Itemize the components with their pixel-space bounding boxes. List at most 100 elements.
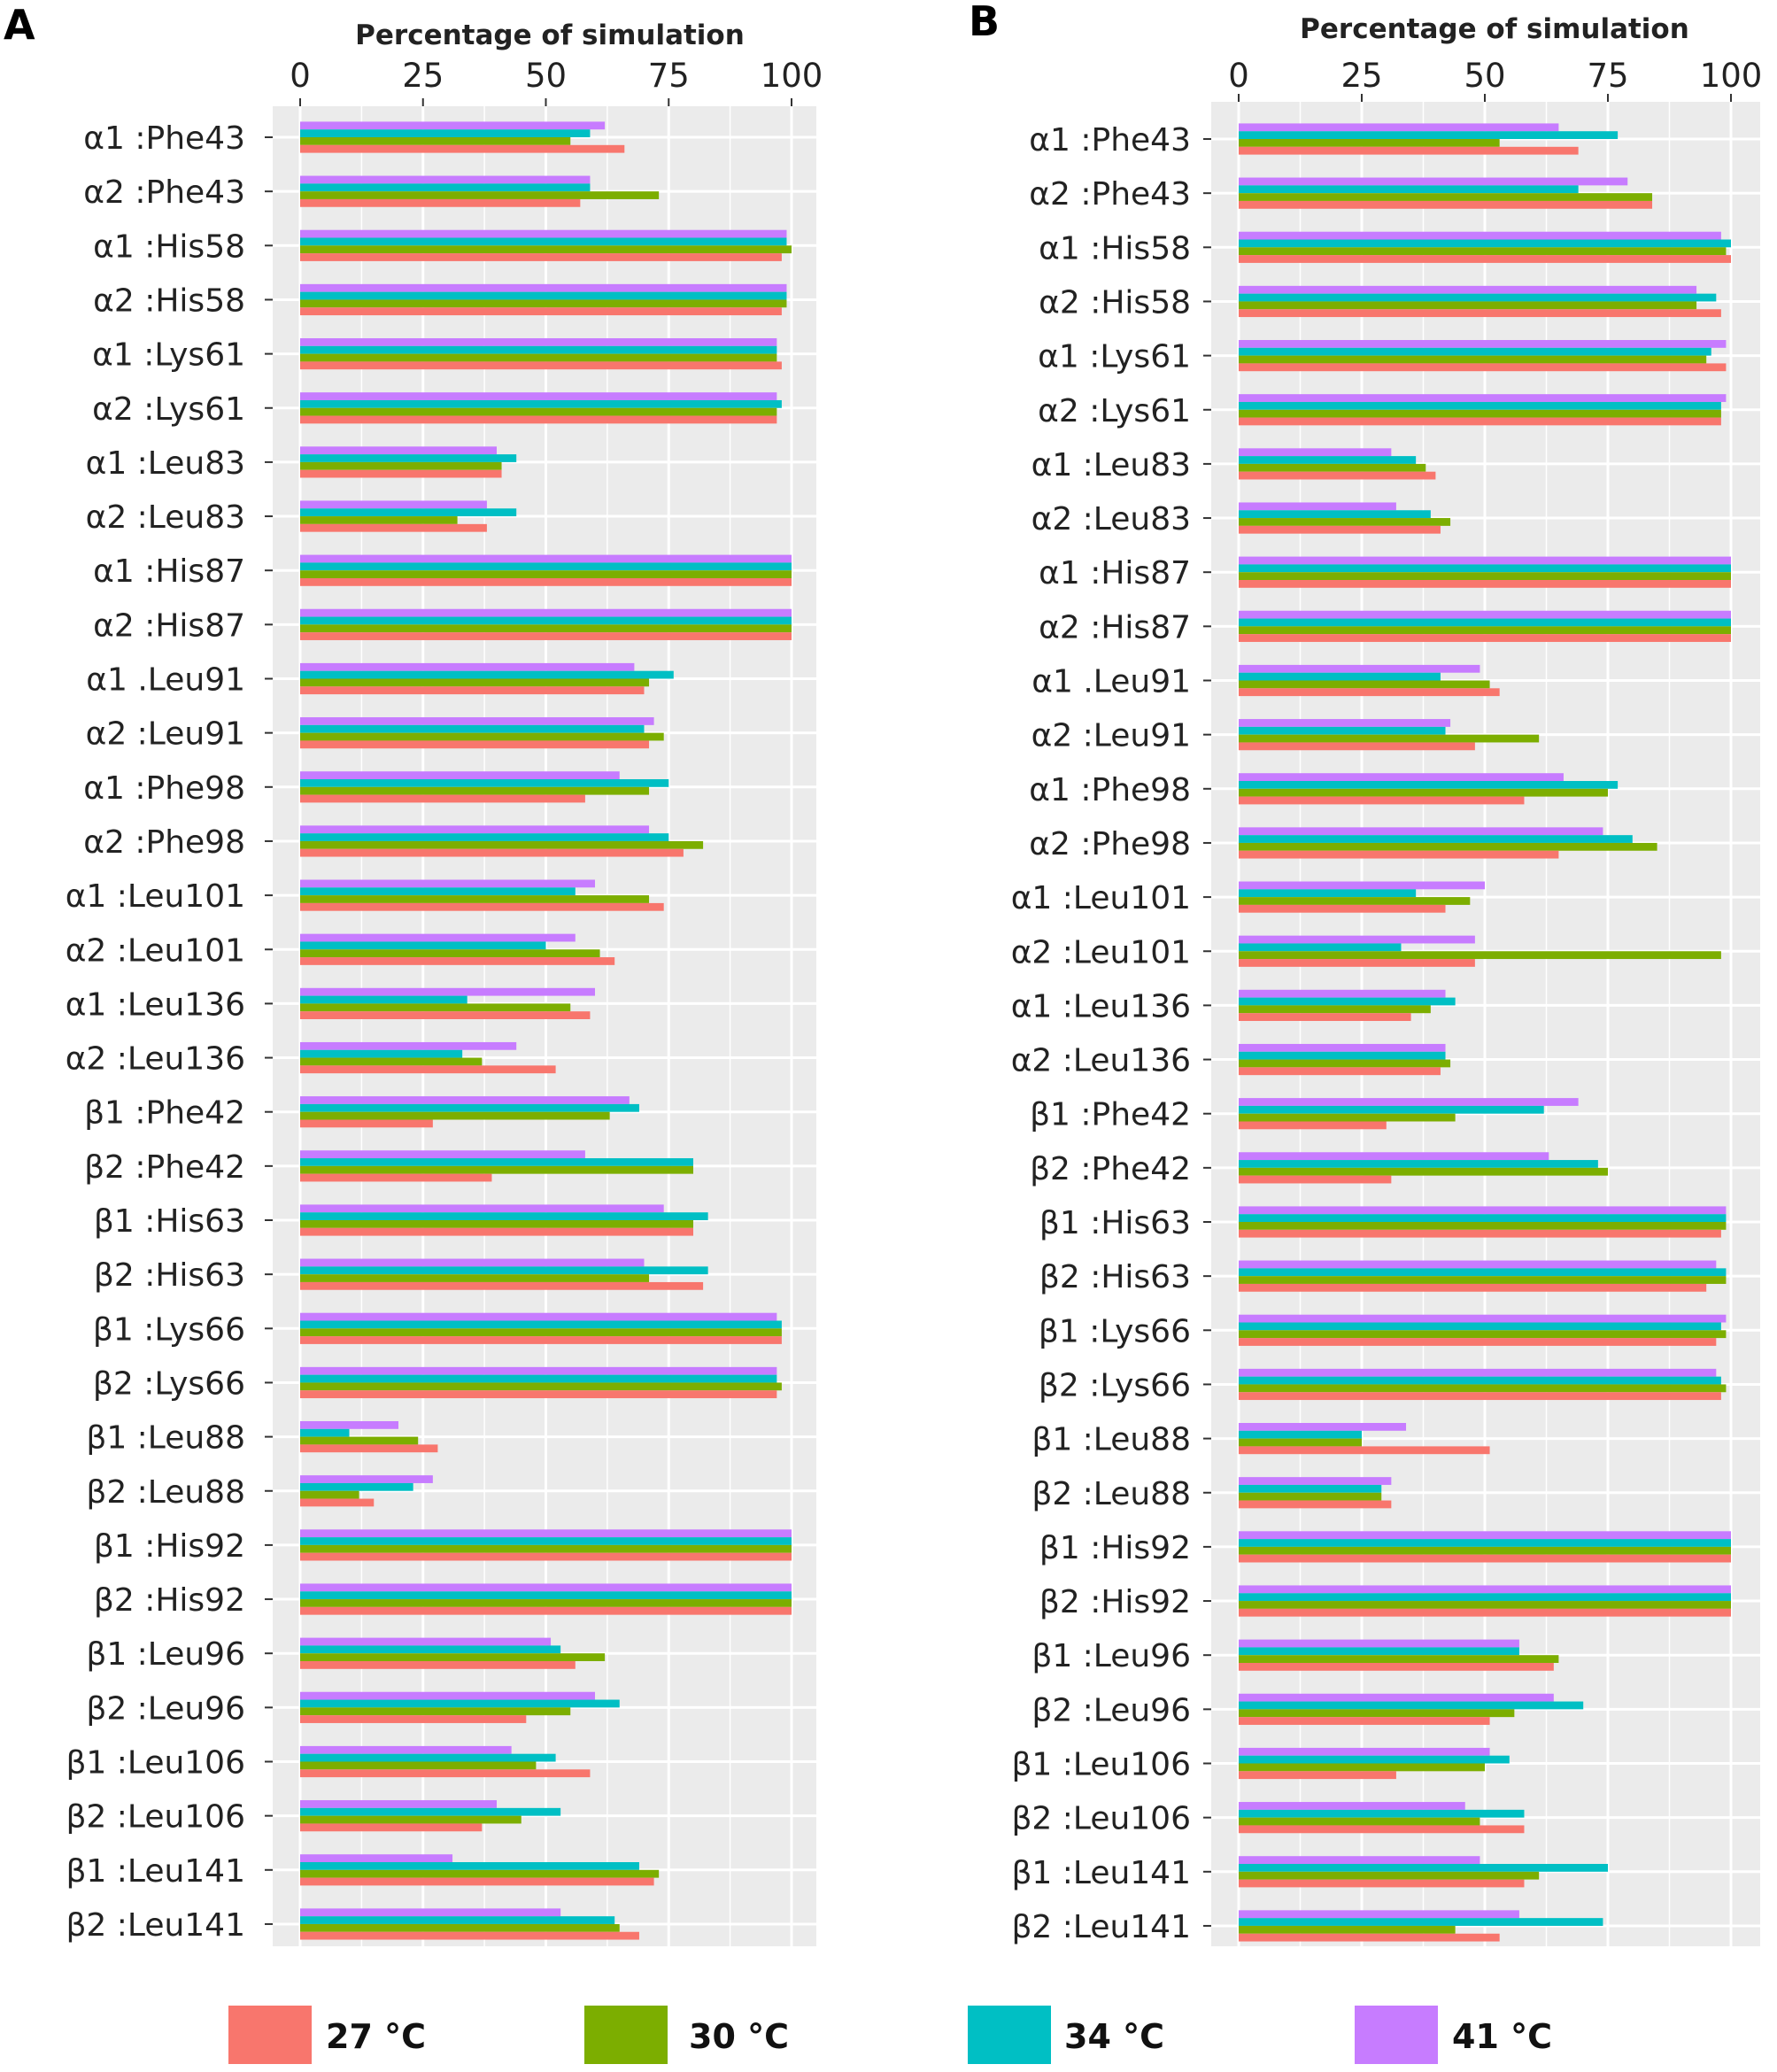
panel-a-bar-30C-31 (300, 1815, 522, 1824)
panel-b-x-tick-label: 25 (1340, 57, 1382, 95)
panel-a-category-label: α1 :His58 (93, 228, 245, 265)
panel-a-bar-30C-21 (300, 1274, 650, 1282)
panel-a-category-label: α1 :Leu83 (86, 445, 245, 482)
panel-a-bar-30C-22 (300, 1328, 782, 1337)
panel-b-bar-34C-5 (1239, 401, 1721, 410)
panel-b-bar-27C-2 (1239, 255, 1731, 263)
panel-b-x-tick-label: 75 (1587, 57, 1628, 95)
panel-a-bar-27C-5 (300, 415, 777, 424)
panel-b-bar-30C-13 (1239, 842, 1657, 851)
panel-a-bar-30C-20 (300, 1220, 693, 1228)
panel-a-category-label: α2 :Leu136 (66, 1041, 245, 1078)
panel-a-bar-30C-1 (300, 191, 660, 199)
panel-b-bar-34C-15 (1239, 943, 1402, 952)
panel-a-bar-27C-22 (300, 1336, 782, 1344)
panel-b-bar-30C-14 (1239, 897, 1471, 905)
panel-b-bar-34C-33 (1239, 1918, 1603, 1926)
panel-a-bar-41C-17 (300, 1041, 517, 1050)
panel-b-bar-27C-18 (1239, 1121, 1387, 1130)
panel-a-bar-34C-12 (300, 779, 669, 787)
panel-a-bar-27C-2 (300, 253, 782, 261)
legend-swatch-27C (228, 2006, 312, 2064)
panel-b-bar-30C-18 (1239, 1113, 1456, 1122)
panel-a-bar-34C-13 (300, 833, 669, 841)
panel-b-bar-34C-16 (1239, 997, 1456, 1006)
panel-a-bar-30C-15 (300, 949, 600, 958)
panel-b-bar-27C-3 (1239, 309, 1721, 318)
panel-b-bar-34C-24 (1239, 1430, 1362, 1439)
panel-b-bar-27C-7 (1239, 525, 1441, 534)
panel-b-bar-30C-19 (1239, 1167, 1608, 1176)
panel-a-bar-27C-6 (300, 469, 502, 478)
panel-b-category-label: β1 :Leu141 (1011, 1855, 1191, 1891)
panel-a-bar-27C-26 (300, 1552, 792, 1561)
panel-a-bar-34C-31 (300, 1807, 561, 1816)
panel-a-bar-27C-28 (300, 1661, 576, 1669)
panel-a-bar-27C-0 (300, 144, 625, 153)
panel-b-category-label: β1 :His92 (1039, 1530, 1191, 1566)
panel-b-bar-34C-9 (1239, 618, 1731, 627)
panel-a-bar-30C-28 (300, 1653, 606, 1661)
panel-b-bar-34C-32 (1239, 1864, 1608, 1872)
panel-a-category-label: α1 :Lys61 (92, 337, 245, 374)
panel-a-bar-30C-18 (300, 1111, 610, 1120)
panel-b-category-label: β2 :His63 (1039, 1259, 1191, 1295)
panel-a-bar-30C-7 (300, 516, 458, 524)
panel-a-bar-30C-14 (300, 895, 650, 903)
panel-a-bar-30C-19 (300, 1165, 693, 1174)
panel-a-bar-34C-21 (300, 1266, 708, 1275)
panel-b-category-label: α1 .Leu91 (1031, 664, 1191, 700)
panel-b-bar-30C-6 (1239, 463, 1426, 472)
panel-a-bar-30C-30 (300, 1761, 537, 1770)
panel-a-category-label: α2 :Leu101 (66, 932, 245, 969)
panel-a-bar-34C-20 (300, 1212, 708, 1220)
panel-b-bar-34C-14 (1239, 889, 1417, 898)
panel-a-bar-34C-6 (300, 454, 517, 462)
panel-b-bar-30C-32 (1239, 1871, 1540, 1880)
panel-b-bar-30C-5 (1239, 409, 1721, 418)
panel-b-bar-27C-8 (1239, 580, 1731, 588)
panel-b-bar-30C-2 (1239, 247, 1727, 256)
panel-b-category-label: α2 :Leu91 (1031, 718, 1191, 754)
panel-b-category-label: α1 :Leu136 (1011, 988, 1191, 1024)
panel-b-x-tick-label: 50 (1464, 57, 1505, 95)
panel-a-bar-30C-5 (300, 407, 777, 416)
panel-a-bar-30C-33 (300, 1923, 620, 1932)
panel-b-bar-27C-14 (1239, 904, 1446, 913)
panel-a-bar-41C-28 (300, 1637, 552, 1646)
panel-b-category-label: β2 :Leu141 (1011, 1909, 1191, 1945)
panel-a-bar-34C-27 (300, 1591, 792, 1600)
panel-b-bar-41C-11 (1239, 719, 1451, 727)
panel-a-bar-27C-33 (300, 1931, 639, 1940)
panel-b-category-label: α2 :Phe98 (1029, 826, 1191, 862)
panel-b-bar-34C-27 (1239, 1593, 1731, 1602)
panel-a-bar-27C-10 (300, 686, 645, 695)
panel-a-bar-30C-2 (300, 245, 792, 254)
panel-a-bar-41C-5 (300, 392, 777, 400)
panel-b-bar-27C-26 (1239, 1554, 1731, 1563)
panel-b-category-label: α1 :Leu101 (1011, 880, 1191, 916)
panel-a-bar-27C-14 (300, 902, 664, 911)
panel-b-bar-30C-27 (1239, 1601, 1731, 1609)
panel-b-bar-41C-25 (1239, 1477, 1392, 1485)
panel-b-bar-27C-15 (1239, 959, 1475, 967)
panel-b-bar-41C-10 (1239, 664, 1480, 673)
panel-b-category-label: α2 :Phe43 (1029, 176, 1191, 213)
panel-b-bar-41C-30 (1239, 1747, 1490, 1756)
panel-a-bar-34C-29 (300, 1699, 620, 1708)
panel-b-bar-41C-24 (1239, 1423, 1407, 1431)
panel-a-bar-27C-9 (300, 632, 792, 640)
panel-a-bar-30C-26 (300, 1544, 792, 1553)
panel-a-bar-41C-31 (300, 1800, 497, 1808)
panel-b-bar-27C-4 (1239, 363, 1727, 372)
panel-a-bar-41C-23 (300, 1366, 777, 1375)
panel-a-bar-27C-17 (300, 1065, 556, 1074)
panel-b-bar-27C-6 (1239, 471, 1436, 480)
panel-b-bar-30C-17 (1239, 1059, 1451, 1068)
panel-a-bar-41C-21 (300, 1258, 645, 1267)
panel-b-bar-27C-23 (1239, 1392, 1721, 1401)
panel-a-bar-34C-33 (300, 1916, 615, 1924)
panel-a-bar-30C-3 (300, 299, 787, 308)
panel-b-category-label: α2 :Leu83 (1031, 501, 1191, 537)
